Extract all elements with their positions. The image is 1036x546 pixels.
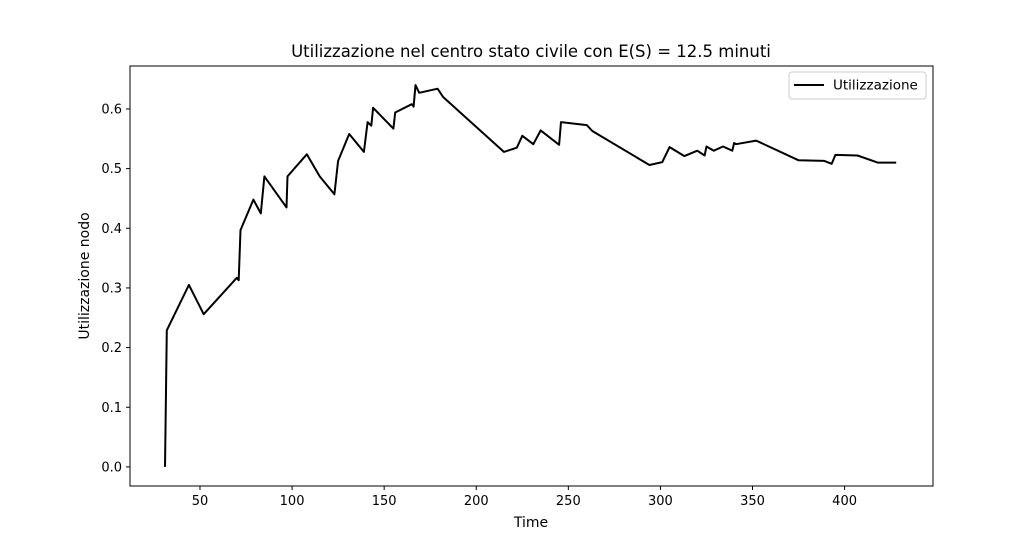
- x-tick-label: 150: [372, 494, 397, 509]
- chart-title: Utilizzazione nel centro stato civile co…: [291, 42, 771, 61]
- series-line-0: [164, 84, 897, 467]
- x-axis-label: Time: [513, 515, 548, 531]
- y-axis-label: Utilizzazione nodo: [77, 212, 93, 339]
- x-tick-label: 400: [832, 494, 857, 509]
- x-tick-label: 300: [648, 494, 673, 509]
- x-tick-label: 250: [556, 494, 581, 509]
- y-tick-label: 0.2: [101, 341, 122, 356]
- y-tick-label: 0.0: [101, 460, 122, 475]
- x-tick-label: 200: [464, 494, 489, 509]
- plot-area: 50 100 150 200 250 300 350 400 0.0 0.1 0.2 0.3 0.4 0.…: [101, 65, 934, 509]
- legend: Utilizzazione: [788, 71, 927, 100]
- x-tick-label: 50: [192, 494, 209, 509]
- legend-box: [788, 71, 927, 100]
- y-tick-label: 0.6: [101, 102, 122, 117]
- y-tick-label: 0.4: [101, 222, 122, 237]
- y-tick-label: 0.3: [101, 281, 122, 296]
- x-tick-label: 350: [740, 494, 765, 509]
- x-tick-label: 100: [280, 494, 305, 509]
- y-tick-label: 0.5: [101, 162, 122, 177]
- y-tick-label: 0.1: [101, 401, 122, 416]
- axes-frame: [129, 65, 934, 487]
- legend-label: Utilizzazione: [833, 78, 918, 94]
